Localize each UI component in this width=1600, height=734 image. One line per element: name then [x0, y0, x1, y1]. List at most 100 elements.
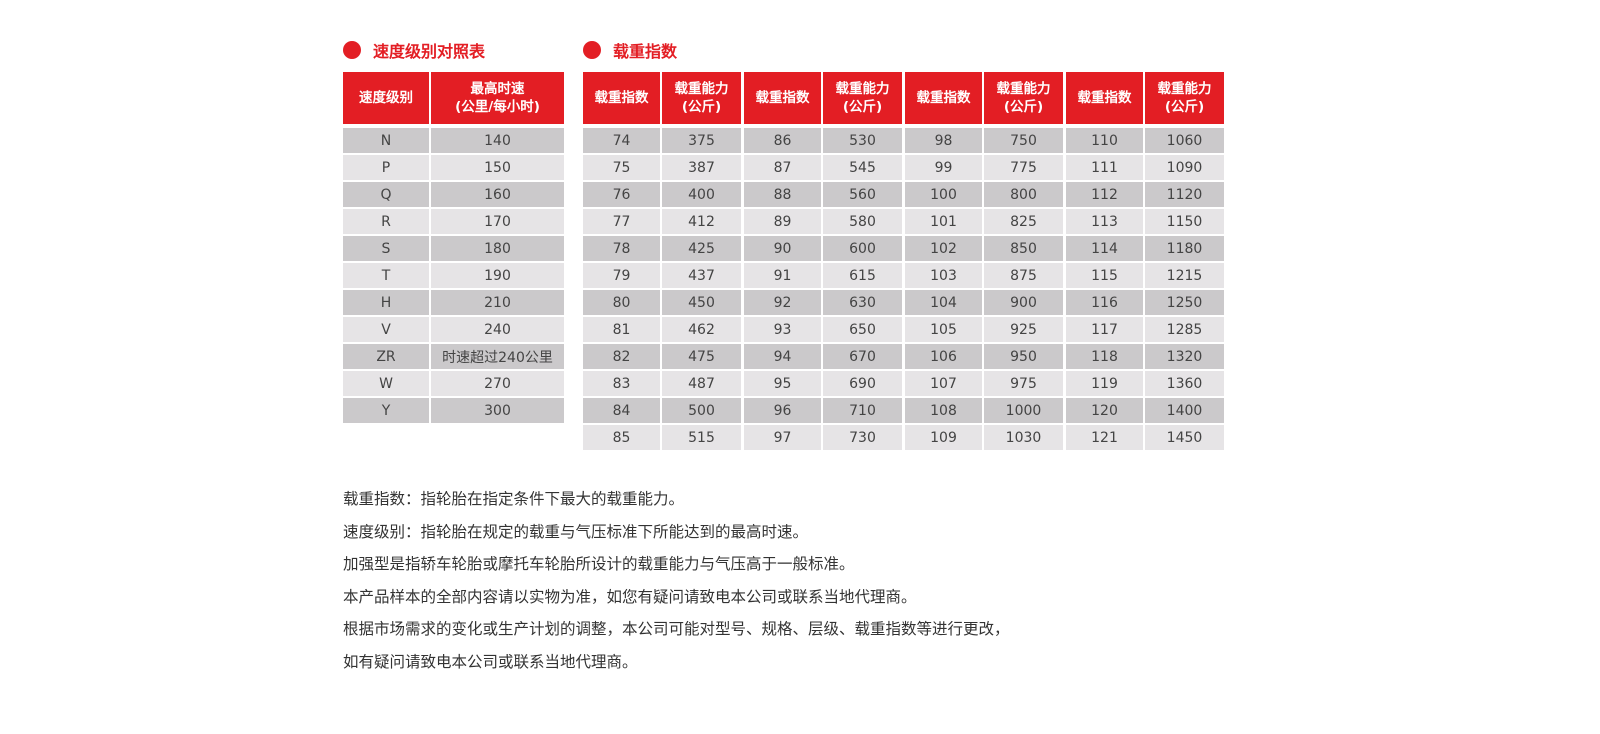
table-cell: 400: [662, 180, 741, 207]
table-cell: 79: [583, 261, 662, 288]
table-row: 80 450: [583, 288, 741, 315]
table-row: 114 1180: [1066, 234, 1224, 261]
load-table-4: 载重指数 载重能力 (公斤) 110 1060 111 1090 112 1120 113 1150…: [1066, 72, 1224, 450]
table-cell: 1320: [1145, 342, 1224, 369]
table-row: 83 487: [583, 369, 741, 396]
load-table-1: 载重指数 载重能力 (公斤) 74 375 75 387 76 400 77 412 78 425 79 4…: [583, 72, 741, 450]
note-line: 如有疑问请致电本公司或联系当地代理商。: [343, 652, 638, 671]
table-cell: 560: [823, 180, 902, 207]
table-row: 93 650: [744, 315, 902, 342]
table-row: 100 800: [905, 180, 1063, 207]
table-row: 107 975: [905, 369, 1063, 396]
table-cell: 106: [905, 342, 984, 369]
table-cell: 500: [662, 396, 741, 423]
table-row: Y 300: [343, 396, 564, 423]
table-row: 77 412: [583, 207, 741, 234]
table-cell: 119: [1066, 369, 1145, 396]
table-cell: 93: [744, 315, 823, 342]
table-row: 109 1030: [905, 423, 1063, 450]
table-row: 111 1090: [1066, 153, 1224, 180]
table-cell: 437: [662, 261, 741, 288]
table-row: ZR 时速超过240公里: [343, 342, 564, 369]
column-header: 速度级别: [343, 72, 431, 124]
table-cell: 375: [662, 124, 741, 153]
table-cell: 117: [1066, 315, 1145, 342]
table-cell: 110: [1066, 124, 1145, 153]
table-row: 105 925: [905, 315, 1063, 342]
table-row: 81 462: [583, 315, 741, 342]
table-cell: 800: [984, 180, 1063, 207]
table-cell: 300: [431, 396, 564, 423]
table-cell: 825: [984, 207, 1063, 234]
table-cell: 120: [1066, 396, 1145, 423]
table-cell: H: [343, 288, 431, 315]
table-cell: 1360: [1145, 369, 1224, 396]
table-cell: 105: [905, 315, 984, 342]
table-cell: 77: [583, 207, 662, 234]
table-cell: 82: [583, 342, 662, 369]
table-row: 85 515: [583, 423, 741, 450]
table-cell: 103: [905, 261, 984, 288]
table-row: 110 1060: [1066, 124, 1224, 153]
table-cell: 530: [823, 124, 902, 153]
table-cell: 180: [431, 234, 564, 261]
table-cell: 1150: [1145, 207, 1224, 234]
table-cell: 545: [823, 153, 902, 180]
table-row: 95 690: [744, 369, 902, 396]
table-cell: 88: [744, 180, 823, 207]
table-cell: 160: [431, 180, 564, 207]
table-cell: 时速超过240公里: [431, 342, 564, 369]
table-row: 90 600: [744, 234, 902, 261]
table-row: 78 425: [583, 234, 741, 261]
table-cell: 86: [744, 124, 823, 153]
table-cell: 412: [662, 207, 741, 234]
load-section-title: 载重指数: [583, 38, 677, 62]
table-cell: 1215: [1145, 261, 1224, 288]
table-cell: 87: [744, 153, 823, 180]
table-row: 99 775: [905, 153, 1063, 180]
table-cell: 104: [905, 288, 984, 315]
note-line: 根据市场需求的变化或生产计划的调整，本公司可能对型号、规格、层级、载重指数等进行…: [343, 620, 1010, 639]
table-cell: 75: [583, 153, 662, 180]
table-cell: 615: [823, 261, 902, 288]
table-row: P 150: [343, 153, 564, 180]
table-cell: 690: [823, 369, 902, 396]
table-cell: 190: [431, 261, 564, 288]
table-cell: 150: [431, 153, 564, 180]
column-header: 载重能力 (公斤): [984, 72, 1063, 124]
table-cell: 1060: [1145, 124, 1224, 153]
table-cell: 850: [984, 234, 1063, 261]
column-header: 载重指数: [905, 72, 984, 124]
table-cell: 100: [905, 180, 984, 207]
table-cell: Q: [343, 180, 431, 207]
table-row: 103 875: [905, 261, 1063, 288]
table-cell: 140: [431, 124, 564, 153]
table-cell: 240: [431, 315, 564, 342]
table-cell: 730: [823, 423, 902, 450]
table-cell: 210: [431, 288, 564, 315]
table-cell: 270: [431, 369, 564, 396]
bullet-dot-icon: [343, 41, 361, 59]
load-table-3: 载重指数 载重能力 (公斤) 98 750 99 775 100 800 101 825 102 850…: [905, 72, 1063, 450]
table-row: 76 400: [583, 180, 741, 207]
table-row: 115 1215: [1066, 261, 1224, 288]
notes: 载重指数：指轮胎在指定条件下最大的载重能力。 速度级别：指轮胎在规定的载重与气压标…: [343, 483, 1010, 679]
table-row: V 240: [343, 315, 564, 342]
table-row: S 180: [343, 234, 564, 261]
table-cell: 102: [905, 234, 984, 261]
table-row: 79 437: [583, 261, 741, 288]
table-cell: 99: [905, 153, 984, 180]
table-row: 106 950: [905, 342, 1063, 369]
table-cell: 74: [583, 124, 662, 153]
table-row: 108 1000: [905, 396, 1063, 423]
column-header: 载重指数: [583, 72, 662, 124]
table-row: R 170: [343, 207, 564, 234]
column-header: 载重能力 (公斤): [662, 72, 741, 124]
table-cell: 78: [583, 234, 662, 261]
table-row: 88 560: [744, 180, 902, 207]
table-cell: 111: [1066, 153, 1145, 180]
table-row: 82 475: [583, 342, 741, 369]
bullet-dot-icon: [583, 41, 601, 59]
table-row: 102 850: [905, 234, 1063, 261]
table-cell: 1400: [1145, 396, 1224, 423]
